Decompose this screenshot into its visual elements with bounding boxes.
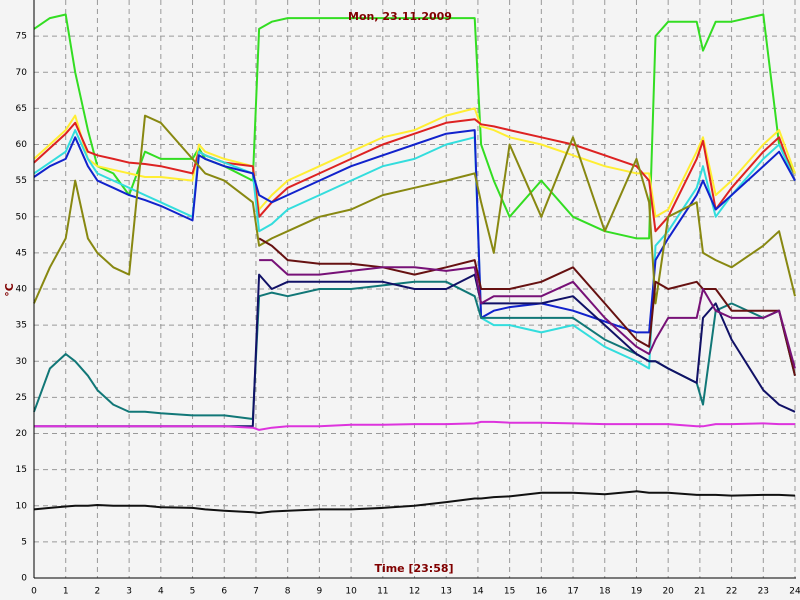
x-tick-label: 17: [567, 587, 578, 597]
x-tick-label: 12: [409, 587, 420, 597]
x-tick-label: 5: [190, 587, 196, 597]
x-tick-label: 22: [726, 587, 737, 597]
x-tick-label: 13: [440, 587, 451, 597]
y-tick-label: 25: [16, 393, 27, 403]
y-tick-label: 5: [21, 537, 27, 547]
y-tick-label: 55: [16, 176, 27, 186]
y-tick-label: 50: [16, 212, 28, 222]
series-line: [33, 129, 796, 370]
series-line: [34, 420, 795, 431]
x-tick-label: 9: [317, 587, 323, 597]
series-line: [33, 118, 796, 233]
x-tick-label: 8: [285, 587, 291, 597]
y-tick-label: 60: [16, 140, 28, 150]
series-line: [258, 237, 796, 376]
x-tick-label: 6: [221, 587, 227, 597]
chart-title: Mon, 23.11.2009: [348, 10, 452, 23]
series-line: [33, 13, 796, 240]
y-tick-label: 45: [16, 248, 27, 258]
y-tick-label: 70: [16, 68, 28, 78]
x-tick-label: 24: [789, 587, 800, 597]
tick-labels: 0 1 2 3 4 5 6 7 8 9 10 11 12 13 14 15 16 17 18 19 20 21 22 23 24…: [16, 32, 800, 597]
series-line: [33, 114, 796, 305]
y-tick-label: 30: [16, 357, 28, 367]
series-line: [33, 490, 796, 514]
y-tick-label: 65: [16, 104, 27, 114]
x-tick-label: 20: [662, 587, 674, 597]
x-tick-label: 7: [253, 587, 259, 597]
x-tick-label: 21: [694, 587, 705, 597]
x-tick-label: 19: [631, 587, 643, 597]
x-tick-label: 2: [95, 587, 101, 597]
y-axis-title: °C: [3, 283, 16, 297]
x-tick-label: 1: [63, 587, 69, 597]
x-tick-label: 23: [758, 587, 769, 597]
y-tick-label: 35: [16, 321, 27, 331]
x-axis-title: Time [23:58]: [374, 562, 453, 575]
lines: [33, 13, 796, 514]
y-tick-label: 40: [16, 285, 28, 295]
series-line: [33, 107, 796, 218]
y-tick-label: 20: [16, 429, 28, 439]
x-tick-label: 3: [126, 587, 132, 597]
y-tick-label: 10: [16, 501, 28, 511]
y-tick-label: 75: [16, 32, 27, 42]
x-tick-label: 16: [536, 587, 548, 597]
y-tick-label: 15: [16, 465, 27, 475]
x-tick-label: 10: [345, 587, 357, 597]
x-tick-label: 15: [504, 587, 515, 597]
x-tick-label: 11: [377, 587, 388, 597]
x-tick-label: 4: [158, 587, 164, 597]
x-tick-label: 0: [31, 587, 37, 597]
series-line: [33, 129, 796, 334]
x-tick-label: 18: [599, 587, 611, 597]
y-tick-label: 0: [21, 574, 27, 584]
x-tick-label: 14: [472, 587, 484, 597]
series-line: [259, 259, 796, 369]
